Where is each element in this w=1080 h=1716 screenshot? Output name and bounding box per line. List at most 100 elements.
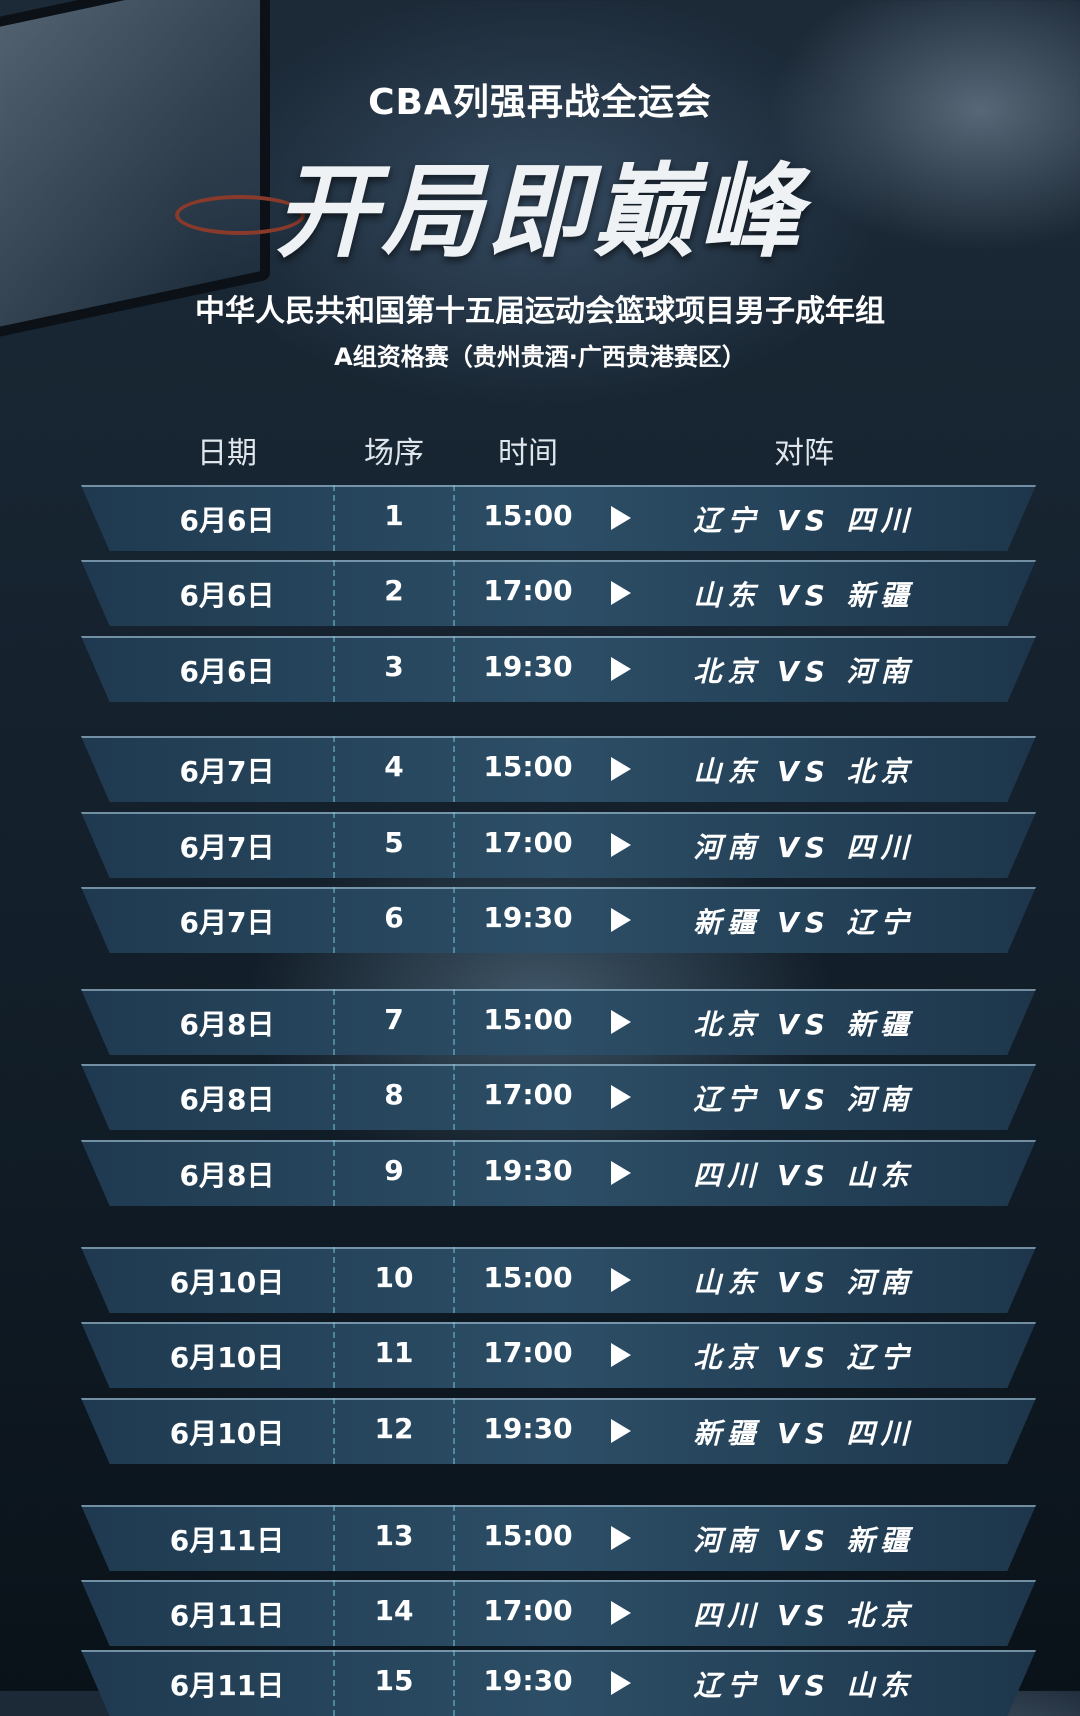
- match-number: 13: [374, 1519, 414, 1552]
- matchup: 北京 VS 新疆: [693, 1008, 915, 1041]
- match-time: 19:30: [483, 901, 573, 934]
- table-row: 6月11日 13 15:00 河南 VS 新疆: [81, 1505, 1036, 1571]
- table-row: 6月7日 6 19:30 新疆 VS 辽宁: [81, 887, 1036, 953]
- matchup: 山东 VS 河南: [693, 1266, 915, 1299]
- column-divider: [333, 1505, 335, 1571]
- play-arrow-icon: [611, 1419, 631, 1443]
- match-date: 6月8日: [179, 1159, 275, 1192]
- column-divider: [453, 560, 455, 626]
- column-matchup: 对阵: [774, 436, 834, 471]
- column-divider: [333, 560, 335, 626]
- matchup: 新疆 VS 辽宁: [693, 906, 915, 939]
- match-number: 2: [384, 574, 404, 607]
- play-arrow-icon: [611, 506, 631, 530]
- table-header: 日期 场序 时间 对阵: [0, 428, 1080, 471]
- column-divider: [453, 887, 455, 953]
- row-background: [81, 485, 1036, 551]
- column-date: 日期: [197, 436, 257, 471]
- play-arrow-icon: [611, 833, 631, 857]
- column-divider: [453, 1064, 455, 1130]
- column-divider: [453, 1140, 455, 1206]
- column-divider: [453, 1650, 455, 1716]
- match-date: 6月6日: [179, 655, 275, 688]
- play-arrow-icon: [611, 1671, 631, 1695]
- table-row: 6月7日 5 17:00 河南 VS 四川: [81, 812, 1036, 878]
- group-title: A组资格赛（贵州贵酒·广西贵港赛区）: [334, 343, 746, 371]
- match-number: 5: [384, 826, 404, 859]
- column-number: 场序: [364, 436, 424, 471]
- matchup: 辽宁 VS 四川: [693, 504, 915, 537]
- play-arrow-icon: [611, 908, 631, 932]
- match-date: 6月6日: [179, 504, 275, 537]
- column-divider: [333, 1398, 335, 1464]
- match-date: 6月8日: [179, 1083, 275, 1116]
- column-divider: [333, 1140, 335, 1206]
- match-number: 9: [384, 1154, 404, 1187]
- row-background: [81, 812, 1036, 878]
- play-arrow-icon: [611, 581, 631, 605]
- table-row: 6月8日 9 19:30 四川 VS 山东: [81, 1140, 1036, 1206]
- matchup: 河南 VS 四川: [693, 831, 915, 864]
- column-divider: [453, 989, 455, 1055]
- row-background: [81, 1140, 1036, 1206]
- match-date: 6月8日: [179, 1008, 275, 1041]
- row-background: [81, 1398, 1036, 1464]
- match-number: 11: [374, 1336, 414, 1369]
- play-arrow-icon: [611, 1010, 631, 1034]
- match-date: 6月10日: [169, 1417, 285, 1450]
- match-time: 15:00: [483, 750, 573, 783]
- column-divider: [333, 1580, 335, 1646]
- table-row: 6月8日 8 17:00 辽宁 VS 河南: [81, 1064, 1036, 1130]
- match-time: 15:00: [483, 1519, 573, 1552]
- match-date: 6月11日: [169, 1669, 285, 1702]
- column-divider: [333, 812, 335, 878]
- match-date: 6月10日: [169, 1266, 285, 1299]
- match-time: 15:00: [483, 1261, 573, 1294]
- play-arrow-icon: [611, 1343, 631, 1367]
- column-divider: [333, 1064, 335, 1130]
- match-number: 1: [384, 499, 404, 532]
- row-background: [81, 1064, 1036, 1130]
- table-row: 6月8日 7 15:00 北京 VS 新疆: [81, 989, 1036, 1055]
- match-number: 3: [384, 650, 404, 683]
- table-row: 6月10日 10 15:00 山东 VS 河南: [81, 1247, 1036, 1313]
- matchup: 辽宁 VS 山东: [693, 1669, 915, 1702]
- row-background: [81, 1580, 1036, 1646]
- row-background: [81, 1322, 1036, 1388]
- match-time: 15:00: [483, 499, 573, 532]
- match-time: 17:00: [483, 826, 573, 859]
- match-number: 12: [374, 1412, 414, 1445]
- match-time: 19:30: [483, 1664, 573, 1697]
- match-time: 17:00: [483, 1078, 573, 1111]
- row-background: [81, 560, 1036, 626]
- table-row: 6月7日 4 15:00 山东 VS 北京: [81, 736, 1036, 802]
- matchup: 山东 VS 北京: [693, 755, 915, 788]
- match-number: 10: [374, 1261, 414, 1294]
- play-arrow-icon: [611, 757, 631, 781]
- match-date: 6月7日: [179, 755, 275, 788]
- kicker-title: CBA列强再战全运会: [368, 82, 712, 123]
- column-divider: [453, 485, 455, 551]
- play-arrow-icon: [611, 1268, 631, 1292]
- match-number: 7: [384, 1003, 404, 1036]
- row-background: [81, 736, 1036, 802]
- column-divider: [333, 887, 335, 953]
- match-date: 6月11日: [169, 1524, 285, 1557]
- table-row: 6月6日 3 19:30 北京 VS 河南: [81, 636, 1036, 702]
- column-divider: [453, 812, 455, 878]
- matchup: 河南 VS 新疆: [693, 1524, 915, 1557]
- match-date: 6月11日: [169, 1599, 285, 1632]
- match-time: 19:30: [483, 1412, 573, 1445]
- play-arrow-icon: [611, 1601, 631, 1625]
- row-background: [81, 887, 1036, 953]
- match-date: 6月6日: [179, 579, 275, 612]
- table-row: 6月11日 15 19:30 辽宁 VS 山东: [81, 1650, 1036, 1716]
- match-number: 6: [384, 901, 404, 934]
- row-background: [81, 1247, 1036, 1313]
- match-time: 17:00: [483, 574, 573, 607]
- matchup: 新疆 VS 四川: [693, 1417, 915, 1450]
- table-row: 6月6日 1 15:00 辽宁 VS 四川: [81, 485, 1036, 551]
- matchup: 辽宁 VS 河南: [693, 1083, 915, 1116]
- column-divider: [453, 636, 455, 702]
- column-divider: [333, 1322, 335, 1388]
